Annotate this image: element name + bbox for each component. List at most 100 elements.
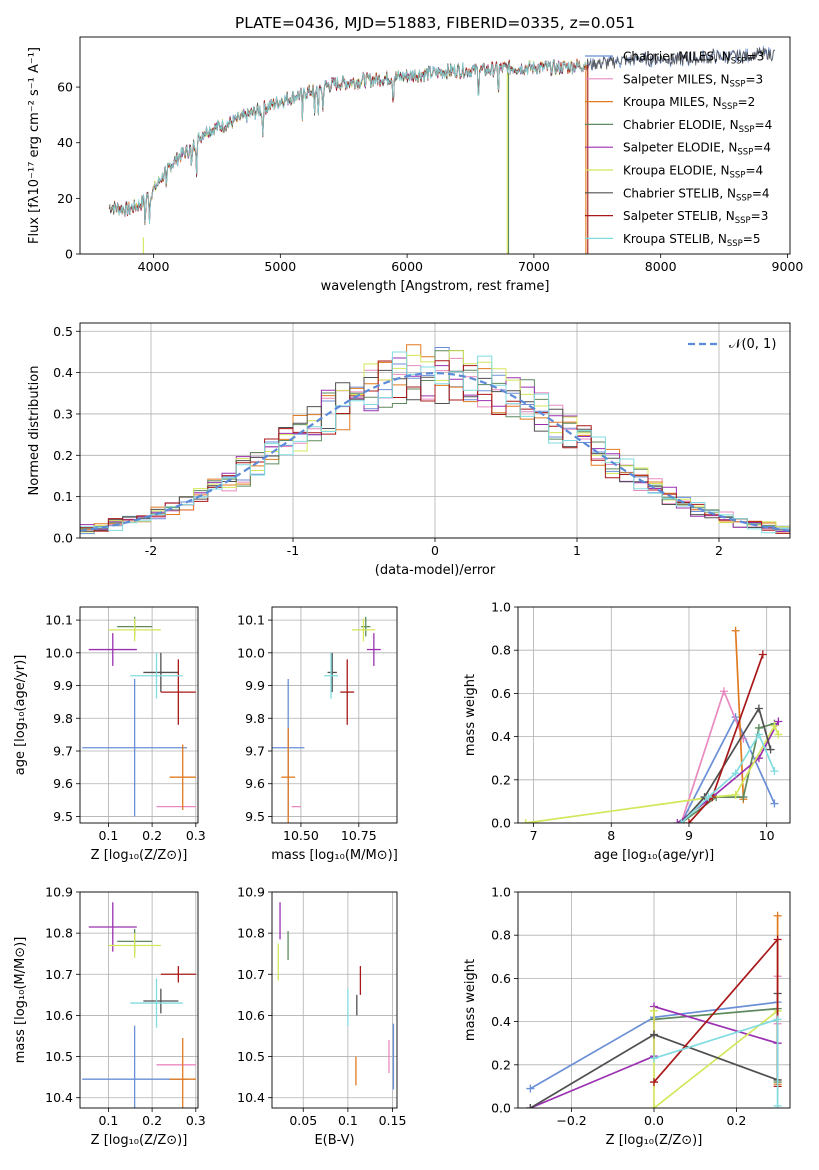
mwage-ytick-label: 0.4 xyxy=(491,729,511,744)
agemass-xlabel: mass [log₁₀(M/M⊙)] xyxy=(271,848,398,863)
agemass-xtick-label: 10.75 xyxy=(341,828,377,843)
legend-label-kroupa-miles: Kroupa MILES, NSSP=2 xyxy=(623,95,755,112)
massz-xtick-label: 0.1 xyxy=(98,1113,118,1128)
mwz-marker-kroupa-elodie xyxy=(650,1104,658,1108)
agemass-point-salpeter-elodie xyxy=(366,633,381,666)
spectrum-xtick-label: 9000 xyxy=(772,259,804,274)
massz-xlabel: Z [log₁₀(Z/Z⊙)] xyxy=(91,1133,188,1148)
massebv-ytick-label: 10.8 xyxy=(237,926,265,941)
massz-point-chabrier-stelib xyxy=(143,988,179,1014)
spectrum-xtick-label: 7000 xyxy=(518,259,550,274)
mwage-marker-chabrier-stelib xyxy=(766,745,775,754)
normal-legend-label: 𝒩(0, 1) xyxy=(729,337,776,352)
residuals-xtick-label: 2 xyxy=(715,543,723,558)
spectrum-ytick-label: 40 xyxy=(57,135,73,150)
spectrum-frame xyxy=(79,36,791,255)
agez-ytick-label: 10.0 xyxy=(45,645,73,660)
spectrum-title: PLATE=0436, MJD=51883, FIBERID=0335, z=0… xyxy=(235,14,635,32)
spectrum-legend: Chabrier MILES, NSSP=3 Salpeter MILES, NS… xyxy=(585,50,772,249)
massz-point-kroupa-miles xyxy=(169,1038,196,1108)
agemass-ytick-label: 10.0 xyxy=(237,645,265,660)
agez-point-chabrier-miles xyxy=(82,679,188,817)
residuals-ytick-label: 0.2 xyxy=(53,448,73,463)
mwage-marker-kroupa-stelib xyxy=(770,767,779,776)
agemass-point-kroupa-elodie xyxy=(351,618,376,642)
mwage-xtick-label: 8 xyxy=(607,828,615,843)
mwage-marker-kroupa-stelib xyxy=(677,819,686,823)
mwz-ylabel: mass weight xyxy=(463,959,478,1041)
spectrum-xtick-label: 6000 xyxy=(391,259,423,274)
mwage-ytick-label: 0.6 xyxy=(491,686,511,701)
agemass-ytick-label: 10.1 xyxy=(237,613,265,628)
legend-label-salpeter-elodie: Salpeter ELODIE, NSSP=4 xyxy=(623,141,771,158)
agez-points xyxy=(82,616,196,817)
residuals-ytick-label: 0.5 xyxy=(53,324,73,339)
mwz-marker-kroupa-miles xyxy=(773,911,782,920)
agez-xtick-label: 0.2 xyxy=(142,828,162,843)
mwz-xtick-label: −0.2 xyxy=(556,1113,586,1128)
massebv-frame xyxy=(271,891,398,1109)
mwage-xtick-label: 7 xyxy=(530,828,538,843)
mwage-xtick-label: 9 xyxy=(685,828,693,843)
mwz-series xyxy=(526,911,782,1108)
agemass-ytick-label: 9.5 xyxy=(245,809,265,824)
spectrum-xtick-label: 8000 xyxy=(645,259,677,274)
legend-label-salpeter-stelib: Salpeter STELIB, NSSP=3 xyxy=(623,209,768,226)
mwage-ytick-label: 0.8 xyxy=(491,643,511,658)
agez-ytick-label: 9.7 xyxy=(53,744,73,759)
residuals-ytick-label: 0.0 xyxy=(53,531,73,546)
massz-ytick-label: 10.6 xyxy=(45,1008,73,1023)
massz-xtick-label: 0.3 xyxy=(186,1113,206,1128)
residuals-frame xyxy=(79,322,791,539)
mwage-marker-salpeter-miles xyxy=(719,687,728,696)
age-vs-z-panel: 0.1 0.2 0.3 9.5 9.6 9.7 9.8 9.9 10.0 10.1 Z [log₁₀… xyxy=(13,606,206,863)
massebv-xtick-label: 0.15 xyxy=(379,1113,407,1128)
mwz-xtick-label: 0.0 xyxy=(644,1113,664,1128)
spectrum-xlabel: wavelength [Angstrom, rest frame] xyxy=(321,279,550,294)
agemass-point-chabrier-stelib xyxy=(327,652,337,693)
mwz-xtick-label: 0.2 xyxy=(726,1113,746,1128)
mwz-ytick-label: 0.2 xyxy=(491,1057,511,1072)
mwz-ytick-label: 0.6 xyxy=(491,971,511,986)
age-vs-mass-panel: 10.50 10.75 9.5 9.6 9.7 9.8 9.9 10.0 10.1 mass [l… xyxy=(237,606,398,863)
agemass-ytick-label: 9.9 xyxy=(245,678,265,693)
massebv-ytick-label: 10.4 xyxy=(237,1090,265,1105)
agez-xlabel: Z [log₁₀(Z/Z⊙)] xyxy=(91,848,188,863)
mwage-marker-kroupa-stelib xyxy=(731,769,740,778)
mwz-marker-chabrier-stelib xyxy=(650,1030,658,1039)
agez-point-salpeter-elodie xyxy=(88,633,137,666)
spectrum-ylabel: Flux [fλ10⁻¹⁷ erg cm⁻² s⁻¹ A⁻¹] xyxy=(27,47,42,244)
agez-ytick-label: 9.8 xyxy=(53,711,73,726)
massweight-vs-z-panel: −0.2 0.0 0.2 0.0 0.2 0.4 0.6 0.8 1.0 Z [log₁₀(Z/Z… xyxy=(463,885,791,1148)
agez-point-kroupa-elodie xyxy=(108,618,161,642)
legend-label-kroupa-elodie: Kroupa ELODIE, NSSP=4 xyxy=(623,164,763,181)
mwage-marker-kroupa-stelib xyxy=(754,730,763,739)
massebv-ytick-label: 10.7 xyxy=(237,967,265,982)
mwz-marker-kroupa-stelib xyxy=(773,1015,782,1024)
mwage-marker-kroupa-elodie xyxy=(731,790,740,799)
spectrum-panel: 4000 5000 6000 7000 8000 9000 0 20 40 60 wavelengt… xyxy=(27,36,804,294)
mwage-marker-salpeter-stelib xyxy=(684,819,693,823)
massz-ylabel: mass [log₁₀(M/M⊙)] xyxy=(13,937,28,1064)
mwage-marker-kroupa-stelib xyxy=(704,793,713,802)
mwz-xlabel: Z [log₁₀(Z/Z⊙)] xyxy=(606,1133,703,1148)
mwz-line-salpeter-stelib xyxy=(653,937,779,1087)
mwz-marker-kroupa-elodie xyxy=(650,1006,658,1015)
massebv-ytick-label: 10.5 xyxy=(237,1049,265,1064)
residuals-xlabel: (data-model)/error xyxy=(375,563,496,578)
agez-ytick-label: 9.6 xyxy=(53,776,73,791)
agez-ytick-label: 9.9 xyxy=(53,678,73,693)
agez-point-kroupa-stelib xyxy=(130,652,183,699)
agez-xtick-label: 0.1 xyxy=(98,828,118,843)
mwage-ylabel: mass weight xyxy=(463,674,478,756)
mwage-marker-salpeter-elodie xyxy=(774,717,783,726)
agez-point-kroupa-miles xyxy=(169,744,196,810)
agemass-points xyxy=(272,616,381,823)
mwz-marker-kroupa-stelib xyxy=(773,1101,782,1108)
mwage-line-chabrier-stelib xyxy=(680,706,772,823)
mwz-marker-kroupa-stelib xyxy=(650,1054,658,1063)
normal-curve xyxy=(80,371,790,532)
agez-ytick-label: 9.5 xyxy=(53,809,73,824)
massebv-ytick-label: 10.9 xyxy=(237,885,265,900)
mwz-marker-salpeter-stelib xyxy=(773,935,782,944)
